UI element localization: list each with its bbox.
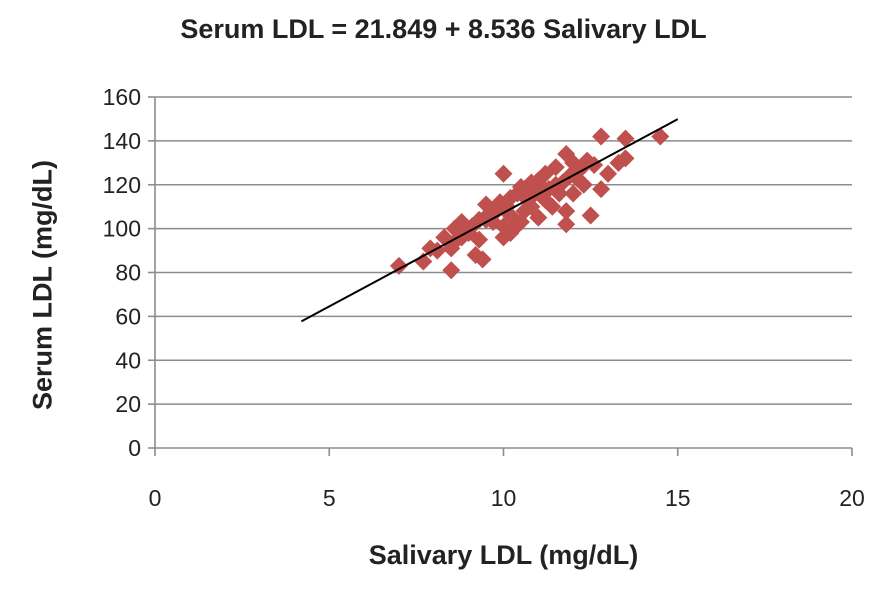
x-tick-label: 20	[839, 485, 865, 511]
trendline	[300, 118, 679, 323]
data-points	[389, 127, 670, 280]
y-axis-title: Serum LDL (mg/dL)	[27, 159, 58, 411]
data-point	[494, 228, 513, 247]
data-point	[473, 250, 492, 269]
x-tick-label: 5	[323, 485, 336, 511]
x-tick-label: 0	[149, 485, 162, 511]
trendline-group	[300, 118, 679, 323]
data-point	[581, 206, 600, 225]
data-point	[651, 127, 670, 146]
y-tick-label: 100	[103, 216, 141, 242]
x-tick-label: 10	[491, 485, 517, 511]
data-point	[616, 129, 635, 148]
data-point	[592, 180, 611, 199]
y-tick-label: 140	[103, 128, 141, 154]
data-point	[574, 175, 593, 194]
data-point	[470, 230, 489, 249]
data-point	[466, 245, 485, 264]
data-point	[592, 127, 611, 146]
x-tick-label: 15	[665, 485, 691, 511]
data-point	[599, 164, 618, 183]
x-axis-title: Salivary LDL (mg/dL)	[368, 540, 639, 570]
y-tick-label: 60	[115, 303, 141, 329]
data-point	[564, 184, 583, 203]
tick-labels: 0 20 40 60 80 100 120 140 160 0 5 10 15 20	[103, 84, 865, 511]
gridlines	[155, 96, 852, 405]
data-point	[442, 261, 461, 280]
data-point	[414, 252, 433, 271]
data-point	[546, 158, 565, 177]
data-point	[494, 164, 513, 183]
data-point	[557, 202, 576, 221]
y-tick-label: 160	[103, 84, 141, 110]
y-tick-label: 20	[115, 391, 141, 417]
data-point	[543, 197, 562, 216]
y-tick-label: 120	[103, 172, 141, 198]
data-point	[529, 208, 548, 227]
y-tick-label: 0	[128, 435, 141, 461]
y-tick-label: 40	[115, 347, 141, 373]
y-tick-label: 80	[115, 260, 141, 286]
data-point	[557, 215, 576, 234]
axes	[148, 96, 853, 456]
chart-title: Serum LDL = 21.849 + 8.536 Salivary LDL	[180, 14, 707, 44]
data-point	[616, 149, 635, 168]
